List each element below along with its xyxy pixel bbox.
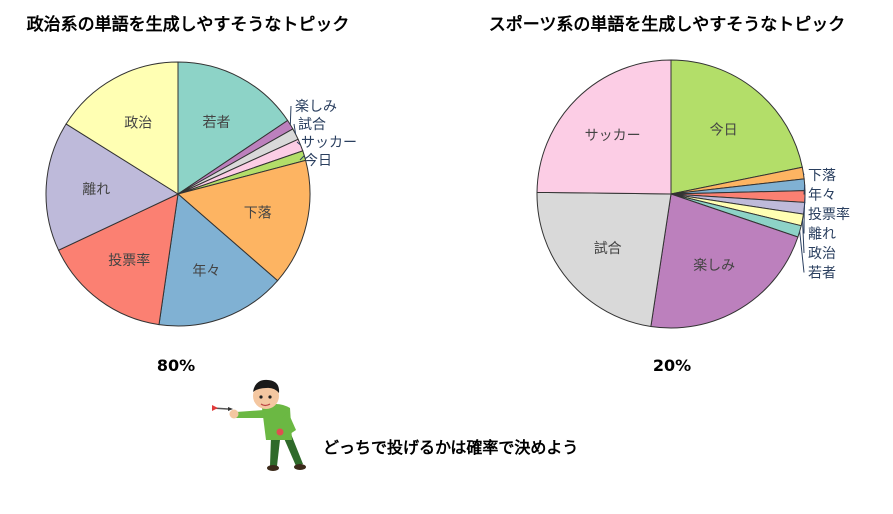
slice-label: サッカー <box>585 128 641 144</box>
slice-label: 若者 <box>203 115 231 131</box>
slice-label: 政治 <box>808 246 836 262</box>
leader-line <box>289 105 292 125</box>
slice-label: 若者 <box>808 266 836 282</box>
slice-label: 試合 <box>298 117 326 133</box>
percent-label-sports: 20% <box>653 356 691 375</box>
chart-title-politics: 政治系の単語を生成しやすそうなトピック <box>27 14 350 35</box>
leader-lines-sports <box>799 172 806 273</box>
slice-label: サッカー <box>301 135 357 151</box>
caption-text: どっちで投げるかは確率で決めよう <box>323 438 578 457</box>
percent-label-politics: 80% <box>157 356 195 375</box>
slice-label: 年々 <box>808 188 836 204</box>
slice-label: 楽しみ <box>295 99 337 115</box>
pie-slices-sports <box>536 59 806 329</box>
pie-slice <box>177 61 289 195</box>
chart-title-sports: スポーツ系の単語を生成しやすそうなトピック <box>489 14 846 35</box>
leader-line <box>802 172 805 176</box>
slice-label: 投票率 <box>808 206 850 223</box>
leader-line <box>296 141 301 146</box>
slice-label: 今日 <box>710 123 738 139</box>
leader-line <box>803 184 806 195</box>
pie-slice <box>536 59 672 195</box>
pie-slice <box>536 191 672 328</box>
slice-label: 離れ <box>82 181 110 198</box>
slice-label: 楽しみ <box>693 258 735 274</box>
slice-label: 離れ <box>808 226 836 243</box>
leader-lines-politics <box>289 105 305 161</box>
pie-slice <box>670 59 803 195</box>
dart-icon <box>211 405 233 411</box>
slice-label: 下落 <box>808 168 836 184</box>
pie-slice <box>650 193 799 329</box>
leader-line <box>293 123 297 135</box>
slice-label: 政治 <box>124 115 152 131</box>
pie-slice <box>65 61 179 195</box>
slice-label: 年々 <box>192 264 220 280</box>
pie-slice <box>45 123 180 251</box>
slice-label: 下落 <box>244 206 272 222</box>
pie-slice <box>176 159 311 282</box>
leader-line <box>299 155 305 161</box>
dart-thrower-illustration <box>211 379 306 471</box>
pie-slice <box>57 193 179 326</box>
leader-line <box>799 231 805 273</box>
slice-label: 試合 <box>594 241 622 257</box>
slice-label: 今日 <box>304 153 332 169</box>
slice-label: 投票率 <box>108 252 150 269</box>
pie-slices-politics <box>45 61 311 327</box>
pie-slice <box>158 193 279 327</box>
leader-line <box>802 219 805 254</box>
